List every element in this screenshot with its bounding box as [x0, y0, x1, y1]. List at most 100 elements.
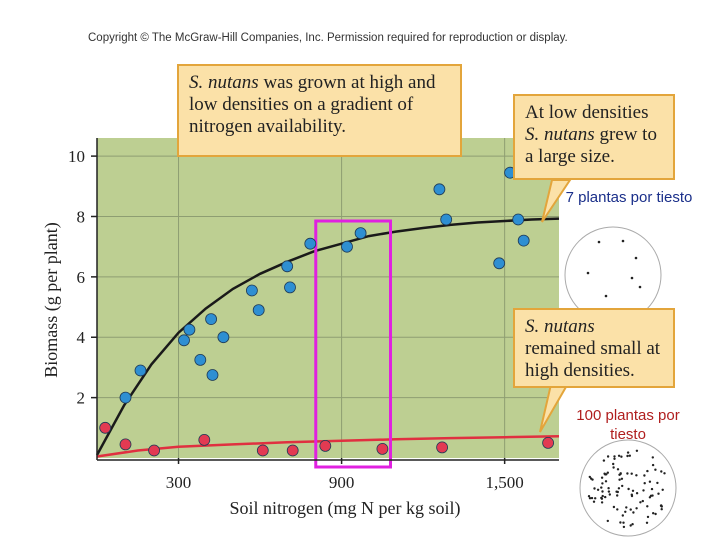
plant-dot-high-50 — [603, 472, 606, 475]
plant-dot-high-45 — [622, 525, 626, 529]
plant-dot-high-40 — [626, 454, 629, 458]
plant-dot-high-48 — [660, 508, 663, 511]
series-1-point-7 — [206, 369, 219, 381]
plant-dot-high-58 — [631, 489, 635, 492]
tick-labels: 2 4 6 8 10 300 900 1,500 — [68, 147, 524, 492]
plant-dot-low-4 — [586, 271, 590, 275]
plant-dot-high-41 — [621, 484, 624, 488]
series-2-point-2 — [119, 438, 132, 451]
plant-dot-high-87 — [593, 487, 596, 490]
plant-dot-high-85 — [588, 497, 592, 500]
x-tick-label-1500: 1,500 — [486, 473, 524, 492]
plant-dot-high-18 — [608, 493, 611, 496]
plant-dot-high-30 — [613, 457, 616, 460]
pot-high-density — [579, 439, 677, 537]
plant-dot-high-53 — [642, 489, 645, 492]
plant-dot-high-73 — [620, 455, 623, 458]
plant-dot-high-16 — [616, 468, 620, 471]
plant-dot-high-91 — [616, 490, 619, 494]
plant-dot-high-51 — [652, 512, 655, 515]
plant-dot-high-56 — [631, 523, 634, 526]
plant-dot-high-31 — [648, 480, 652, 483]
plant-dot-high-49 — [590, 496, 594, 500]
series-1-point-4 — [183, 323, 196, 336]
plant-dot-high-80 — [589, 477, 593, 480]
plant-dot-high-27 — [639, 501, 642, 504]
plant-dot-high-36 — [626, 472, 629, 475]
plant-dot-high-6 — [619, 521, 622, 524]
plant-dot-high-33 — [592, 500, 596, 503]
plant-dot-high-62 — [621, 514, 624, 517]
series-1-point-12 — [284, 281, 296, 294]
plant-dot-high-74 — [624, 510, 627, 513]
plant-dot-high-75 — [660, 504, 663, 507]
plant-dot-high-1 — [596, 488, 600, 491]
annotation-right-top-prefix: At low densities — [525, 102, 649, 123]
plant-dot-high-37 — [622, 521, 625, 524]
plant-dot-high-57 — [630, 493, 633, 496]
y-tick-label-2: 2 — [77, 389, 86, 408]
plot-area — [97, 138, 559, 458]
y-tick-label-8: 8 — [77, 207, 86, 226]
y-tick-label-4: 4 — [77, 328, 86, 347]
plant-dot-high-54 — [617, 454, 621, 457]
plant-dot-high-60 — [635, 474, 638, 477]
plants-high-density — [587, 449, 666, 529]
plant-dot-high-10 — [600, 476, 604, 479]
plant-dot-high-61 — [617, 487, 621, 490]
annotation-right-bottom: S. nutans remained small at high densiti… — [513, 308, 675, 388]
plant-dot-high-38 — [651, 456, 654, 459]
series-2-point-3 — [148, 444, 161, 457]
plant-dot-high-89 — [588, 475, 591, 479]
plant-dot-high-14 — [643, 482, 646, 485]
x-axis-label: Soil nitrogen (mg N per kg soil) — [230, 498, 461, 519]
y-tick-label-6: 6 — [77, 268, 86, 287]
plant-dot-low-2 — [621, 239, 625, 243]
plant-dot-high-46 — [650, 487, 654, 491]
plant-dot-high-13 — [646, 505, 649, 508]
plant-dot-high-20 — [646, 515, 650, 519]
plant-dot-high-44 — [613, 455, 616, 458]
y-tick-label-10: 10 — [68, 147, 85, 166]
series-1-point-5 — [194, 353, 207, 366]
plant-dot-high-64 — [629, 508, 632, 511]
plant-dot-high-88 — [635, 449, 639, 452]
plant-dot-low-6 — [604, 294, 608, 298]
series-2-point-7 — [319, 439, 332, 452]
label-high-density: 100 plantas por tiesto — [576, 407, 680, 443]
series-2-point-10 — [542, 436, 554, 449]
y-axis-label: Biomass (g per plant) — [41, 222, 62, 377]
plant-dot-high-83 — [612, 462, 615, 466]
plant-dot-high-96 — [651, 463, 655, 467]
series-1-point-21 — [517, 234, 530, 247]
plant-dot-high-52 — [643, 474, 646, 477]
callout-pointer-top — [541, 179, 572, 223]
series-2-point-9 — [436, 441, 449, 454]
plant-dot-high-23 — [629, 524, 632, 527]
plant-dot-high-19 — [604, 480, 608, 483]
plant-dot-high-71 — [594, 497, 597, 500]
plant-dot-high-34 — [601, 494, 604, 498]
plant-dot-high-65 — [630, 472, 633, 475]
plant-dot-high-93 — [612, 466, 615, 469]
plant-dot-high-66 — [627, 487, 630, 491]
plant-dot-high-78 — [657, 492, 660, 495]
series-1-point-2 — [134, 364, 147, 377]
series-1-point-10 — [252, 304, 265, 317]
series-1-point-18 — [493, 257, 506, 270]
plant-dot-high-97 — [649, 494, 653, 497]
plant-dot-high-26 — [628, 454, 631, 457]
plant-dot-high-7 — [620, 477, 624, 480]
series-1-point-20 — [512, 213, 525, 226]
series-1-point-17 — [440, 213, 453, 226]
annotation-top-species: S. nutans — [189, 72, 259, 93]
label-low-density: 7 plantas por tiesto — [565, 189, 693, 206]
plant-dot-high-25 — [606, 471, 609, 474]
series-1-fit-curve — [95, 217, 560, 456]
plant-dot-high-72 — [606, 519, 609, 523]
series-1-point-13 — [304, 237, 317, 250]
plant-dot-low-7 — [638, 285, 642, 289]
plant-dot-high-100 — [619, 472, 622, 475]
plant-dot-high-92 — [656, 481, 659, 485]
